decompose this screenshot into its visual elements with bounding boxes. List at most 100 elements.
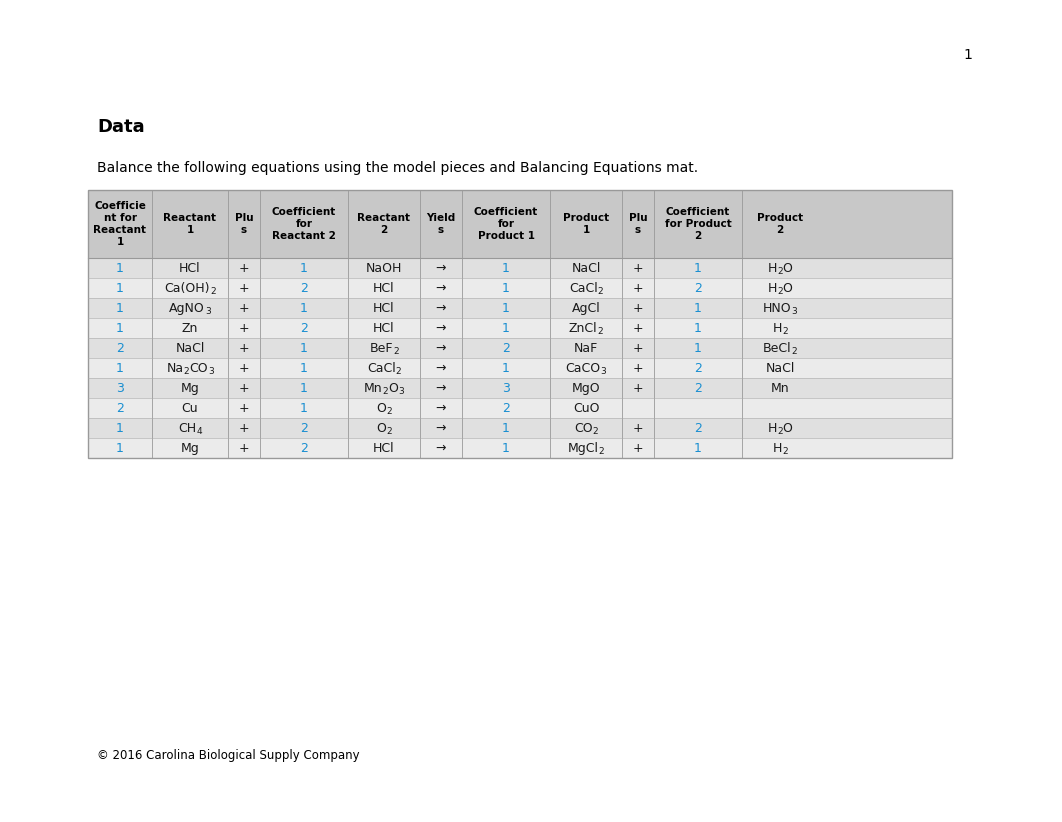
Text: O: O	[783, 422, 792, 435]
Text: 2: 2	[791, 347, 798, 356]
Text: →: →	[435, 261, 446, 275]
Text: 2: 2	[598, 326, 603, 335]
Text: H: H	[768, 281, 777, 294]
Bar	[88, 258, 952, 278]
Text: +: +	[239, 441, 250, 455]
Text: 2: 2	[502, 341, 510, 354]
Text: 3: 3	[205, 307, 210, 316]
Text: +: +	[633, 302, 644, 315]
Text: CO: CO	[573, 422, 593, 435]
Text: 3: 3	[398, 386, 404, 395]
Bar	[88, 190, 952, 458]
Text: O: O	[376, 401, 387, 414]
Text: 1: 1	[116, 422, 124, 435]
Text: Yield
s: Yield s	[426, 213, 456, 235]
Text: H: H	[772, 321, 782, 335]
Text: +: +	[239, 401, 250, 414]
Text: 2: 2	[210, 287, 216, 296]
Text: 1: 1	[116, 321, 124, 335]
Text: +: +	[633, 362, 644, 375]
Text: Product
1: Product 1	[563, 213, 610, 235]
Bar	[88, 438, 952, 458]
Text: +: +	[239, 261, 250, 275]
Text: Mn: Mn	[771, 381, 789, 395]
Text: +: +	[239, 281, 250, 294]
Text: 1: 1	[695, 441, 702, 455]
Text: Reactant
2: Reactant 2	[358, 213, 411, 235]
Text: 2: 2	[695, 362, 702, 375]
Text: HNO: HNO	[763, 302, 791, 315]
Text: HCl: HCl	[373, 321, 395, 335]
Text: 2: 2	[301, 422, 308, 435]
Text: →: →	[435, 302, 446, 315]
Text: →: →	[435, 441, 446, 455]
Text: +: +	[239, 362, 250, 375]
Text: Ca(OH): Ca(OH)	[165, 281, 210, 294]
Text: Mg: Mg	[181, 441, 200, 455]
Text: +: +	[633, 422, 644, 435]
Text: 1: 1	[301, 381, 308, 395]
Text: 2: 2	[593, 427, 598, 436]
Text: →: →	[435, 321, 446, 335]
Text: CuO: CuO	[572, 401, 599, 414]
Text: 1: 1	[695, 302, 702, 315]
Text: MgCl: MgCl	[568, 441, 599, 455]
Text: +: +	[239, 302, 250, 315]
Text: 1: 1	[301, 261, 308, 275]
Text: 3: 3	[502, 381, 510, 395]
Text: →: →	[435, 281, 446, 294]
Text: +: +	[633, 321, 644, 335]
Text: 1: 1	[116, 441, 124, 455]
Text: 1: 1	[301, 401, 308, 414]
Text: 1: 1	[695, 341, 702, 354]
Text: BeF: BeF	[370, 341, 393, 354]
Text: 2: 2	[782, 326, 788, 335]
Text: 2: 2	[777, 287, 783, 296]
Text: →: →	[435, 401, 446, 414]
Text: NaCl: NaCl	[766, 362, 794, 375]
Text: 2: 2	[387, 427, 392, 436]
Text: MgO: MgO	[571, 381, 600, 395]
Text: CaCl: CaCl	[366, 362, 395, 375]
Text: +: +	[239, 381, 250, 395]
Text: CaCO: CaCO	[566, 362, 601, 375]
Text: BeCl: BeCl	[763, 341, 791, 354]
Text: Reactant
1: Reactant 1	[164, 213, 217, 235]
Text: 2: 2	[502, 401, 510, 414]
Text: ZnCl: ZnCl	[569, 321, 598, 335]
Text: NaCl: NaCl	[571, 261, 601, 275]
Text: 1: 1	[502, 362, 510, 375]
Text: 4: 4	[196, 427, 202, 436]
Text: 3: 3	[791, 307, 798, 316]
Text: Coefficient
for
Product 1: Coefficient for Product 1	[474, 207, 538, 241]
Text: © 2016 Carolina Biological Supply Company: © 2016 Carolina Biological Supply Compan…	[97, 749, 360, 761]
Bar	[88, 318, 952, 338]
Text: Plu
s: Plu s	[629, 213, 648, 235]
Text: CaCl: CaCl	[569, 281, 598, 294]
Text: Coefficie
nt for
Reactant
1: Coefficie nt for Reactant 1	[93, 201, 147, 247]
Text: 1: 1	[116, 281, 124, 294]
Text: H: H	[768, 261, 777, 275]
Text: 2: 2	[116, 341, 124, 354]
Text: +: +	[633, 441, 644, 455]
Text: 2: 2	[598, 287, 603, 296]
Text: 1: 1	[301, 341, 308, 354]
Text: →: →	[435, 422, 446, 435]
Text: 1: 1	[502, 261, 510, 275]
Text: H: H	[768, 422, 777, 435]
Text: →: →	[435, 362, 446, 375]
Text: 1: 1	[963, 48, 972, 62]
Text: 2: 2	[395, 367, 401, 376]
Bar	[88, 378, 952, 398]
Text: 3: 3	[116, 381, 124, 395]
Text: 2: 2	[695, 422, 702, 435]
Text: O: O	[783, 261, 792, 275]
Text: Mg: Mg	[181, 381, 200, 395]
Text: 1: 1	[695, 261, 702, 275]
Text: 2: 2	[184, 367, 189, 376]
Text: 2: 2	[301, 441, 308, 455]
Text: 1: 1	[502, 302, 510, 315]
Text: CO: CO	[189, 362, 208, 375]
Text: NaOH: NaOH	[365, 261, 402, 275]
Text: O: O	[376, 422, 387, 435]
